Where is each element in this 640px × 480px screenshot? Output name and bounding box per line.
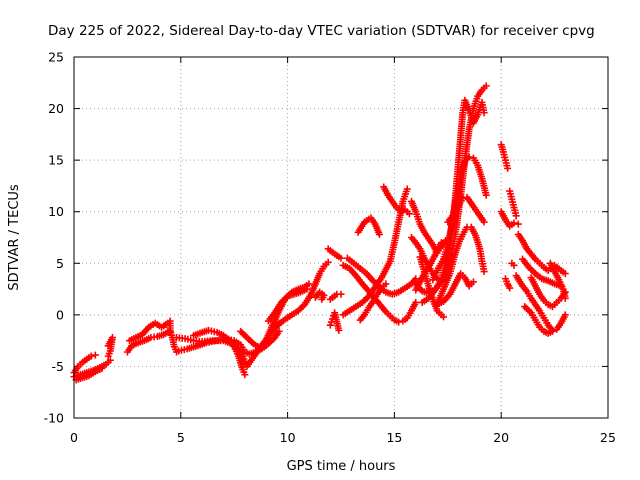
data-point xyxy=(548,327,556,335)
data-point xyxy=(104,352,112,360)
data-point xyxy=(335,326,343,334)
data-points xyxy=(70,82,569,384)
data-point xyxy=(324,258,332,266)
data-point xyxy=(337,254,345,262)
data-point xyxy=(514,220,522,228)
y-tick-label: -5 xyxy=(52,359,64,374)
data-point xyxy=(480,268,488,276)
y-axis-title: SDTVAR / TECUs xyxy=(7,184,22,291)
data-point xyxy=(480,109,488,117)
data-point xyxy=(382,280,390,288)
data-point xyxy=(512,212,520,220)
data-point xyxy=(482,82,490,90)
data-point xyxy=(412,298,420,306)
data-point xyxy=(241,371,249,379)
grid xyxy=(74,57,608,418)
x-tick-label: 20 xyxy=(493,430,509,445)
data-point xyxy=(510,219,518,227)
data-point xyxy=(482,191,490,199)
data-point xyxy=(87,352,95,360)
data-point xyxy=(303,285,311,293)
x-tick-label: 10 xyxy=(280,430,296,445)
x-tick-label: 0 xyxy=(70,430,78,445)
y-tick-label: 10 xyxy=(48,204,64,219)
data-point xyxy=(510,261,518,269)
data-point xyxy=(440,313,448,321)
data-point xyxy=(459,194,467,202)
plot-frame xyxy=(73,56,609,419)
data-point xyxy=(504,164,512,172)
chart-title: Day 225 of 2022, Sidereal Day-to-day VTE… xyxy=(48,23,595,39)
y-tick-label: -10 xyxy=(44,411,64,426)
data-point xyxy=(561,270,569,278)
data-point xyxy=(465,153,473,161)
data-point xyxy=(375,230,383,238)
data-point xyxy=(318,295,326,303)
data-point xyxy=(561,311,569,319)
y-tick-label: 25 xyxy=(48,50,64,65)
data-point xyxy=(480,218,488,226)
data-point xyxy=(506,284,514,292)
data-point xyxy=(337,290,345,298)
x-tick-label: 15 xyxy=(386,430,402,445)
x-tick-label: 25 xyxy=(600,430,616,445)
data-point xyxy=(395,318,403,326)
data-point xyxy=(305,280,313,288)
data-point xyxy=(561,294,569,302)
data-point xyxy=(98,364,106,372)
data-point xyxy=(275,327,283,335)
y-tick-label: 0 xyxy=(56,307,64,322)
data-point xyxy=(91,351,99,359)
data-point xyxy=(405,210,413,218)
data-point xyxy=(469,278,477,286)
y-tick-label: 5 xyxy=(56,256,64,271)
x-axis-title: GPS time / hours xyxy=(287,459,396,474)
axes: 0 5 10 15 20 25 -10 -5 0 5 10 15 20 25 xyxy=(44,50,616,446)
data-point xyxy=(403,185,411,193)
data-point xyxy=(106,356,114,364)
y-tick-label: 15 xyxy=(48,153,64,168)
x-tick-label: 5 xyxy=(177,430,185,445)
y-tick-label: 20 xyxy=(48,101,64,116)
